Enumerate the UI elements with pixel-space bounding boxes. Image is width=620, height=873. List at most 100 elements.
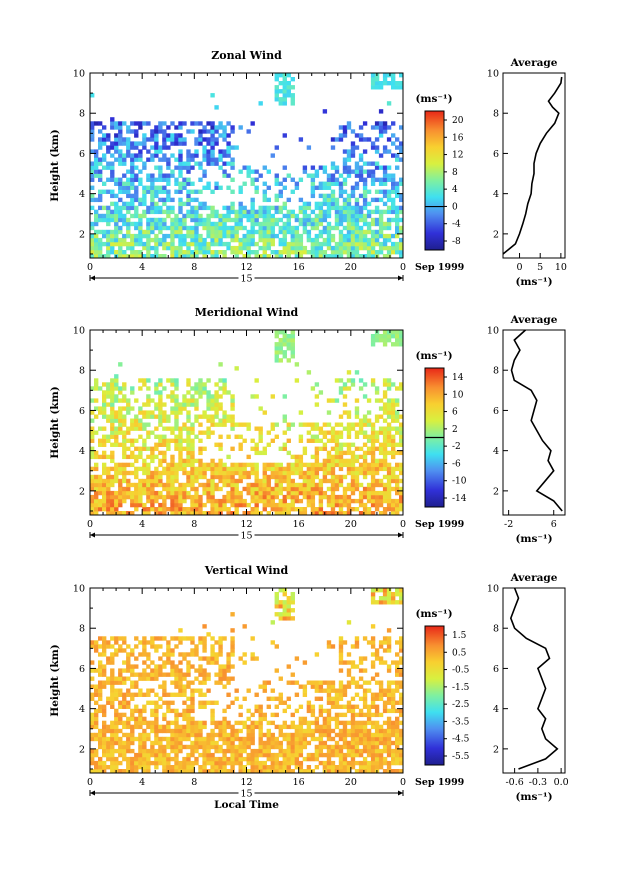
heatmap-cell <box>146 732 151 738</box>
heatmap-cell <box>170 680 175 685</box>
heatmap-cell <box>178 442 183 447</box>
heatmap-cell <box>102 507 107 512</box>
heatmap-cell <box>158 450 163 456</box>
heatmap-cell <box>206 402 211 407</box>
heatmap-cell <box>399 648 404 653</box>
heatmap-cell <box>338 430 344 435</box>
heatmap-cell <box>238 422 243 427</box>
heatmap-cell <box>126 245 131 251</box>
heatmap-cell <box>122 744 127 750</box>
heatmap-cell <box>362 454 368 460</box>
heatmap-cell <box>118 125 123 130</box>
heatmap-cell <box>282 720 287 726</box>
x-tick-label: 20 <box>345 262 357 273</box>
heatmap-cell <box>395 740 400 746</box>
heatmap-cell <box>274 474 279 480</box>
heatmap-cell <box>330 177 336 182</box>
heatmap-cell <box>366 769 372 774</box>
heatmap-cell <box>194 728 199 734</box>
heatmap-cell <box>158 125 163 130</box>
heatmap-cell <box>166 133 171 138</box>
heatmap-cell <box>274 197 279 203</box>
heatmap-cell <box>362 213 368 219</box>
heatmap-cell <box>290 596 295 601</box>
heatmap-cell <box>218 470 223 476</box>
heatmap-cell <box>170 466 175 472</box>
heatmap-cell <box>214 660 219 665</box>
heatmap-cell <box>391 748 396 754</box>
heatmap-cell <box>146 422 151 427</box>
heatmap-cell <box>326 752 332 758</box>
heatmap-cell <box>146 185 151 190</box>
heatmap-cell <box>190 724 195 730</box>
heatmap-cell <box>382 125 388 130</box>
heatmap-cell <box>358 205 364 211</box>
heatmap-cell <box>142 213 147 219</box>
heatmap-cell <box>162 185 167 190</box>
heatmap-cell <box>346 511 352 516</box>
heatmap-cell <box>286 209 291 215</box>
heatmap-cell <box>262 478 267 484</box>
heatmap-cell <box>158 478 163 484</box>
heatmap-cell <box>206 213 211 219</box>
heatmap-cell <box>146 720 151 726</box>
heatmap-cell <box>246 254 251 259</box>
heatmap-cell <box>98 507 103 512</box>
heatmap-cell <box>262 462 267 468</box>
heatmap-cell <box>106 454 111 460</box>
heatmap-cell <box>246 233 251 239</box>
heatmap-cell <box>150 185 155 190</box>
heatmap-cell <box>238 704 243 709</box>
heatmap-cell <box>306 474 312 480</box>
heatmap-cell <box>194 490 199 496</box>
heatmap-cell <box>314 217 320 223</box>
heatmap-cell <box>186 652 191 657</box>
heatmap-cell <box>134 141 139 146</box>
heatmap-cell <box>326 744 332 750</box>
heatmap-cell <box>106 237 111 243</box>
heatmap-cell <box>186 229 191 235</box>
heatmap-cell <box>338 732 344 738</box>
heatmap-cell <box>226 213 231 219</box>
heatmap-cell <box>106 205 111 211</box>
heatmap-cell <box>190 446 195 451</box>
heatmap-cell <box>302 486 308 492</box>
heatmap-cell <box>378 752 384 758</box>
heatmap-cell <box>399 73 404 78</box>
heatmap-cell <box>354 644 360 649</box>
heatmap-cell <box>142 254 147 259</box>
heatmap-cell <box>198 213 203 219</box>
heatmap-cell <box>378 233 384 239</box>
heatmap-cell <box>190 213 195 219</box>
heatmap-cell <box>370 660 376 665</box>
heatmap-cell <box>395 736 400 742</box>
heatmap-cell <box>278 478 283 484</box>
heatmap-cell <box>395 507 400 512</box>
heatmap-cell <box>350 740 356 746</box>
heatmap-cell <box>386 692 392 697</box>
heatmap-cell <box>310 386 316 391</box>
heatmap-cell <box>374 680 380 685</box>
average-x-tick-label: 10 <box>555 262 567 273</box>
heatmap-cell <box>326 712 332 718</box>
heatmap-cell <box>162 386 167 391</box>
heatmap-cell <box>290 748 295 754</box>
heatmap-cell <box>391 398 396 403</box>
heatmap-cell <box>354 474 360 480</box>
heatmap-cell <box>226 507 231 512</box>
heatmap-cell <box>362 149 368 154</box>
heatmap-cell <box>94 507 99 512</box>
heatmap-cell <box>302 217 308 223</box>
heatmap-cell <box>386 237 392 243</box>
heatmap-cell <box>314 382 320 387</box>
heatmap-cell <box>154 728 159 734</box>
heatmap-cell <box>102 217 107 223</box>
heatmap-cell <box>126 490 131 496</box>
heatmap-cell <box>342 684 348 689</box>
heatmap-cell <box>354 724 360 730</box>
heatmap-cell <box>90 193 95 199</box>
heatmap-cell <box>386 482 392 488</box>
heatmap-cell <box>158 129 163 134</box>
heatmap-cell <box>370 486 376 492</box>
heatmap-cell <box>302 511 308 516</box>
